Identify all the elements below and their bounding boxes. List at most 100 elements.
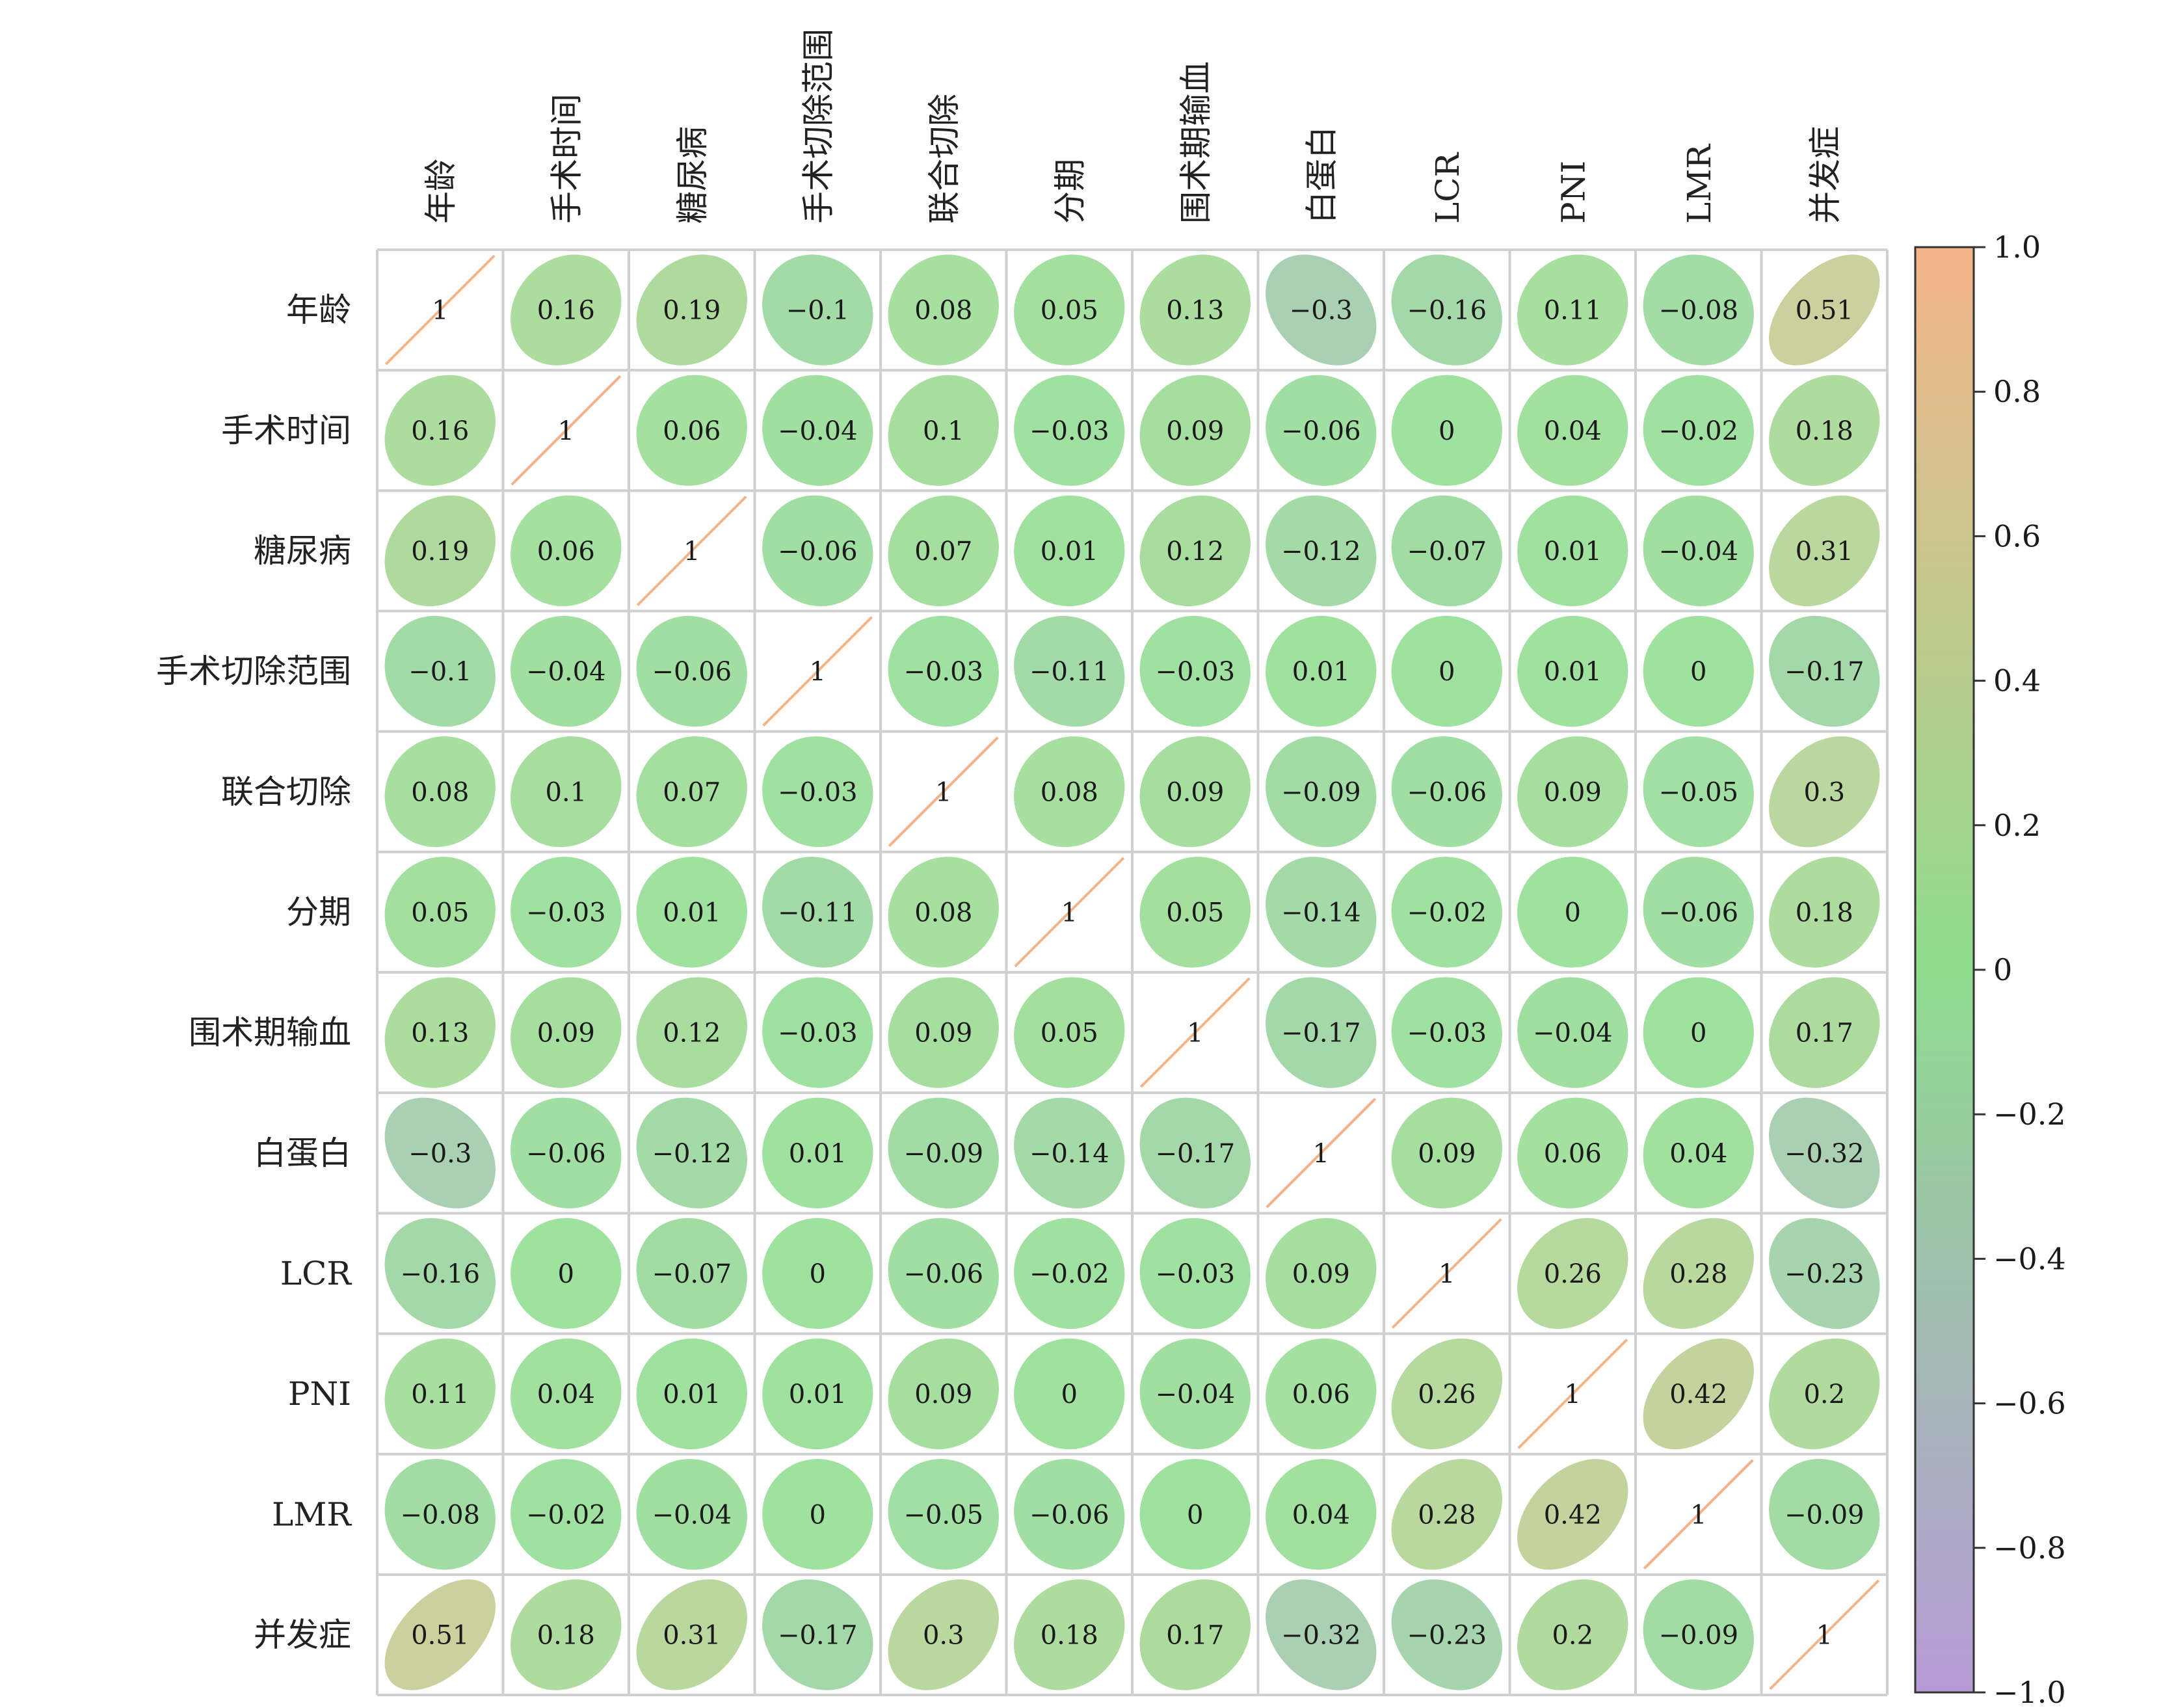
cell-value: 1 — [683, 537, 700, 567]
correlation-ellipse — [1517, 1579, 1628, 1690]
colorbar-tick-label: 0.8 — [1993, 374, 2041, 409]
row-label: LCR — [280, 1255, 352, 1292]
cell-value: 0.18 — [1796, 898, 1853, 927]
cell-value: 0.17 — [1166, 1620, 1224, 1650]
correlation-ellipse — [1517, 254, 1628, 366]
correlation-ellipse — [1014, 375, 1125, 486]
correlation-ellipse — [1643, 736, 1754, 847]
correlation-ellipse — [1517, 736, 1628, 847]
correlation-ellipse — [1139, 1579, 1251, 1690]
cell-value: 0.09 — [1166, 416, 1224, 446]
correlation-ellipse — [1014, 254, 1125, 366]
cell-value: 0.16 — [537, 296, 595, 326]
cell-value: 0 — [558, 1259, 574, 1289]
correlation-ellipse — [1643, 254, 1754, 366]
cell-value: 0.1 — [545, 777, 587, 807]
cell-value: −0.32 — [1785, 1139, 1864, 1169]
correlation-ellipse — [1014, 495, 1125, 607]
cell-value: −0.11 — [1029, 657, 1109, 687]
colorbar-tick-label: −0.2 — [1993, 1097, 2066, 1132]
cell-value: −0.03 — [903, 657, 983, 687]
cell-value: 0 — [1690, 1019, 1706, 1048]
correlation-ellipse — [1266, 977, 1377, 1088]
cell-value: 0.05 — [1041, 296, 1098, 326]
cell-value: −0.03 — [1155, 1259, 1235, 1289]
cell-value: 0.17 — [1796, 1019, 1853, 1048]
row-label: 白蛋白 — [254, 1134, 351, 1172]
colorbar-tick-label: −0.6 — [1993, 1386, 2066, 1421]
column-label: LCR — [1429, 152, 1466, 224]
cell-value: 0.12 — [1166, 537, 1224, 567]
correlation-ellipse — [636, 1218, 747, 1329]
cell-value: −0.04 — [1155, 1380, 1235, 1409]
correlation-ellipse — [762, 375, 873, 486]
correlation-ellipse — [511, 977, 622, 1088]
matrix-grid — [376, 248, 1889, 1696]
correlation-ellipse — [1014, 736, 1125, 847]
cell-value: 0.13 — [1166, 296, 1224, 326]
correlation-ellipse — [1769, 977, 1880, 1088]
correlation-ellipse — [1139, 1218, 1251, 1329]
column-labels: 年龄 手术时间 糖尿病 手术切除范围 联合切除 分期 围术期输血 白蛋白 LCR PNI LMR 并发… — [422, 29, 1844, 224]
cell-value: 0.07 — [914, 537, 972, 567]
correlation-ellipse — [384, 495, 496, 607]
cell-value: −0.14 — [1281, 898, 1361, 927]
cell-value: 0 — [1061, 1380, 1078, 1409]
correlation-ellipse — [1266, 375, 1377, 486]
cell-value: −0.05 — [903, 1500, 983, 1530]
cell-value: 1 — [558, 416, 574, 446]
colorbar-tick-label: 0.6 — [1993, 518, 2041, 554]
correlation-ellipse — [1266, 1459, 1377, 1570]
correlation-ellipse — [888, 1579, 999, 1690]
correlation-ellipse — [1266, 615, 1377, 727]
correlation-ellipse — [888, 615, 999, 727]
correlation-ellipse — [384, 1579, 496, 1690]
cell-value: −0.09 — [903, 1139, 983, 1169]
cell-value: 0.2 — [1552, 1620, 1593, 1650]
cell-value: −0.09 — [1281, 777, 1361, 807]
cell-value: 0.01 — [1292, 657, 1350, 687]
cell-value: −0.16 — [400, 1259, 480, 1289]
correlation-ellipse — [888, 1097, 999, 1208]
correlation-ellipse — [384, 736, 496, 847]
correlation-ellipse — [1769, 254, 1880, 366]
correlation-ellipse — [384, 1097, 496, 1208]
correlation-ellipse — [888, 375, 999, 486]
cell-value: 0.28 — [1669, 1259, 1727, 1289]
cell-value: 0.05 — [1041, 1019, 1098, 1048]
correlation-ellipse — [384, 977, 496, 1088]
correlation-ellipse — [1643, 615, 1754, 727]
correlation-ellipse — [511, 254, 622, 366]
correlation-ellipse — [1517, 1459, 1628, 1570]
row-label: 手术时间 — [221, 412, 351, 449]
cell-value: 1 — [1439, 1259, 1455, 1289]
cell-value: 0.09 — [1544, 777, 1602, 807]
correlation-ellipse — [762, 1097, 873, 1208]
cell-value: −0.02 — [1029, 1259, 1109, 1289]
correlation-ellipse — [888, 254, 999, 366]
correlation-ellipse — [1391, 857, 1502, 968]
cell-value: −0.03 — [526, 898, 606, 927]
correlation-ellipse — [1769, 1459, 1880, 1570]
cell-value: 0 — [1439, 416, 1455, 446]
correlation-ellipse — [1769, 1218, 1880, 1329]
correlation-ellipse — [1517, 375, 1628, 486]
cell-value: −0.04 — [526, 657, 606, 687]
correlation-ellipse — [1391, 615, 1502, 727]
colorbar-gradient — [1914, 246, 1975, 1694]
cell-value: 0.06 — [1544, 1139, 1602, 1169]
correlation-ellipse — [1643, 1338, 1754, 1450]
cell-value: −0.17 — [1281, 1019, 1361, 1048]
diagonal-line — [1391, 1218, 1502, 1329]
correlation-ellipse — [384, 1459, 496, 1570]
cell-value: 0.11 — [411, 1380, 469, 1409]
correlation-ellipse — [1769, 857, 1880, 968]
cell-value: 0.04 — [1669, 1139, 1727, 1169]
cell-value: −0.03 — [778, 1019, 858, 1048]
correlation-ellipse — [1014, 615, 1125, 727]
cell-value: −0.06 — [1029, 1500, 1109, 1530]
cell-value: 0.09 — [1166, 777, 1224, 807]
correlation-ellipse — [1391, 1579, 1502, 1690]
cell-value: 0 — [1690, 657, 1706, 687]
